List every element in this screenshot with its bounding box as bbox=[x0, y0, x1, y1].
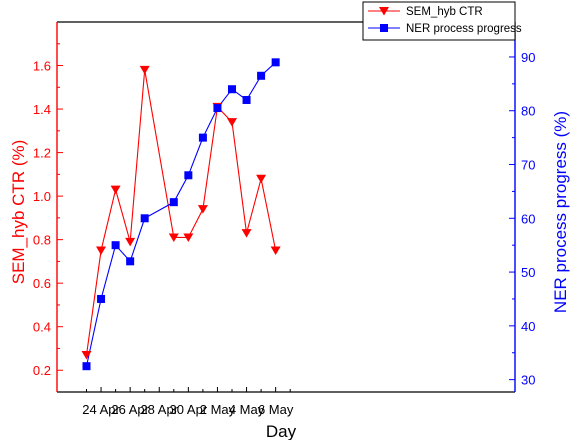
ner-data-point bbox=[271, 58, 280, 67]
ner-data-point bbox=[228, 85, 236, 94]
left-y-tick-label: 0.8 bbox=[33, 233, 51, 248]
x-tick-label: 4 May bbox=[229, 402, 265, 417]
ner-data-point bbox=[184, 171, 193, 180]
ctr-data-point bbox=[168, 233, 179, 242]
right-y-tick-label: 90 bbox=[521, 50, 535, 65]
right-y-tick-label: 70 bbox=[521, 158, 535, 173]
legend-square-marker bbox=[380, 24, 388, 32]
ctr-data-point bbox=[270, 246, 281, 256]
legend-triangle-marker bbox=[379, 7, 389, 16]
ctr-data-point bbox=[183, 233, 194, 242]
ctr-data-point bbox=[139, 65, 150, 75]
ner-data-point bbox=[257, 71, 266, 80]
x-tick-label: 28 Apr bbox=[140, 402, 178, 417]
ctr-data-point bbox=[256, 174, 267, 184]
series-markers bbox=[81, 58, 281, 371]
x-axis-label: Day bbox=[266, 422, 297, 440]
legend-box bbox=[362, 1, 516, 41]
left-y-tick-label: 0.2 bbox=[33, 363, 51, 378]
x-tick-label: 24 Apr bbox=[82, 402, 120, 417]
ner-data-point bbox=[126, 257, 135, 266]
right-y-axis-label: NER process progress (%) bbox=[551, 111, 570, 313]
left-y-tick-label: 1.6 bbox=[33, 59, 51, 74]
right-y-tick-label: 30 bbox=[521, 373, 535, 388]
ctr-data-point bbox=[110, 185, 121, 195]
ner-data-point bbox=[242, 95, 251, 104]
ner-data-point bbox=[140, 214, 149, 223]
ctr-data-point bbox=[125, 237, 136, 247]
ctr-data-point bbox=[197, 205, 208, 214]
ctr-data-point bbox=[81, 351, 92, 360]
ctr-series-line bbox=[85, 69, 277, 356]
ctr-data-point bbox=[241, 229, 252, 238]
left-y-tick-label: 1.4 bbox=[33, 102, 51, 117]
series-lines bbox=[85, 61, 277, 367]
ner-data-point bbox=[111, 241, 120, 250]
ctr-data-point bbox=[227, 118, 237, 127]
ner-data-point bbox=[169, 198, 178, 207]
left-y-tick-label: 1.0 bbox=[33, 189, 51, 204]
legend: SEM_hyb CTR NER process progress bbox=[362, 1, 522, 41]
ner-data-point bbox=[97, 294, 106, 303]
left-y-axis-label: SEM_hyb CTR (%) bbox=[9, 140, 28, 285]
right-y-tick-label: 50 bbox=[521, 265, 535, 280]
x-tick-label: 2 May bbox=[200, 402, 236, 417]
right-y-tick-label: 60 bbox=[521, 211, 535, 226]
ner-data-point bbox=[82, 362, 91, 371]
right-y-tick-label: 40 bbox=[521, 319, 535, 334]
legend-label: SEM_hyb CTR bbox=[406, 6, 483, 18]
x-tick-label: 30 Apr bbox=[170, 402, 208, 417]
x-tick-label: 6 May bbox=[258, 402, 294, 417]
left-y-tick-label: 1.2 bbox=[33, 146, 51, 161]
ner-data-point bbox=[213, 104, 222, 113]
x-tick-label: 26 Apr bbox=[111, 402, 149, 417]
ner-series-line bbox=[85, 61, 277, 367]
ctr-data-point bbox=[96, 246, 107, 256]
left-y-tick-label: 0.4 bbox=[33, 320, 51, 335]
right-y-tick-label: 80 bbox=[521, 104, 535, 119]
left-y-tick-label: 0.6 bbox=[33, 276, 51, 291]
ner-data-point bbox=[198, 133, 207, 142]
legend-label: NER process progress bbox=[406, 23, 522, 35]
